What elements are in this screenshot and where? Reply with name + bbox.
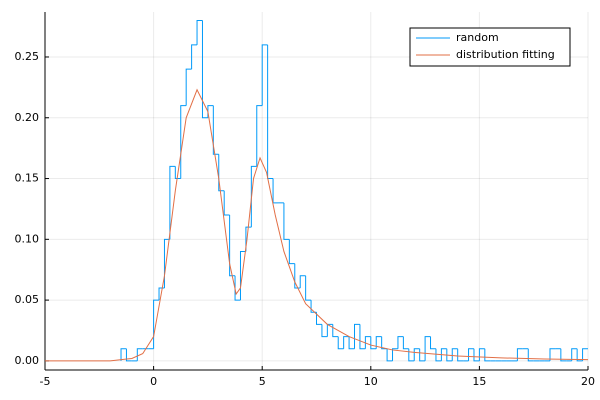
histogram-step xyxy=(250,165,257,228)
histogram-step xyxy=(299,275,306,288)
histogram-step xyxy=(397,336,404,349)
histogram-step xyxy=(430,336,436,350)
histogram-step xyxy=(457,348,464,362)
histogram-step xyxy=(174,166,181,180)
histogram-step xyxy=(321,324,328,338)
histogram-step xyxy=(484,348,491,362)
histogram-step xyxy=(359,324,366,350)
histogram-step xyxy=(343,336,350,349)
histogram-step xyxy=(120,348,127,361)
histogram-step xyxy=(549,348,556,361)
histogram-step xyxy=(153,299,160,349)
x-tick-label: 0 xyxy=(150,375,157,388)
histogram-step xyxy=(402,336,409,350)
y-tick-label: 0.10 xyxy=(15,232,40,245)
histogram-step xyxy=(136,348,143,361)
histogram-step xyxy=(424,336,431,361)
x-tick-label: 15 xyxy=(472,375,486,388)
legend-label: random xyxy=(456,31,499,44)
histogram-step xyxy=(392,348,398,361)
histogram-step xyxy=(229,215,236,277)
y-tick-label: 0.20 xyxy=(15,111,40,124)
histogram-step xyxy=(408,348,415,362)
histogram-step xyxy=(354,323,360,349)
histogram-step xyxy=(332,324,339,338)
histogram-step xyxy=(180,105,187,179)
histogram-step xyxy=(283,202,290,240)
fit-line xyxy=(45,88,589,362)
x-tick-label: 20 xyxy=(581,375,595,388)
histogram-step xyxy=(473,348,480,362)
histogram-step xyxy=(468,348,474,361)
histogram-step xyxy=(560,348,567,362)
histogram-step xyxy=(527,348,534,362)
histogram-step xyxy=(435,348,442,362)
histogram-step xyxy=(163,238,170,288)
histogram-step xyxy=(576,348,583,362)
x-tick-label: 10 xyxy=(364,375,378,388)
histogram-step xyxy=(288,239,295,265)
histogram-step xyxy=(370,336,377,350)
histogram-step xyxy=(364,336,371,349)
histogram-step xyxy=(185,68,192,106)
histogram-step xyxy=(451,348,458,361)
x-tick-label: -5 xyxy=(40,375,51,388)
histogram-step xyxy=(381,336,388,350)
histogram-step xyxy=(245,226,252,252)
histogram-step xyxy=(256,105,263,167)
histogram-step xyxy=(516,348,523,361)
histogram-step xyxy=(169,165,176,240)
histogram-step xyxy=(201,20,208,119)
histogram-step xyxy=(294,263,301,289)
histogram-step xyxy=(386,348,393,362)
y-tick-label: 0.00 xyxy=(15,354,40,367)
histogram-step xyxy=(348,336,355,350)
histogram-step xyxy=(261,44,268,106)
y-tick-label: 0.05 xyxy=(15,293,40,306)
histogram-step xyxy=(571,348,578,361)
histogram-step xyxy=(419,348,426,362)
histogram-step xyxy=(305,275,312,301)
histogram-step xyxy=(413,348,420,361)
histogram-step xyxy=(446,348,453,362)
histogram-step xyxy=(478,348,485,361)
histogram-step xyxy=(375,336,382,349)
histogram-step xyxy=(125,348,132,362)
y-tick-label: 0.15 xyxy=(15,172,40,185)
histogram-step xyxy=(239,250,246,301)
histogram-step xyxy=(223,190,230,216)
legend-label: distribution fitting xyxy=(456,48,555,61)
histogram-step xyxy=(212,105,219,155)
histogram-step xyxy=(267,44,274,180)
histogram-step xyxy=(316,312,322,325)
histogram-step xyxy=(196,20,203,45)
legend-box xyxy=(409,27,571,67)
histogram-step xyxy=(582,348,588,361)
histogram-step xyxy=(337,336,344,350)
x-tick-label: 5 xyxy=(259,375,266,388)
histogram-step xyxy=(191,44,198,70)
histogram-step xyxy=(440,348,447,361)
histogram-step xyxy=(218,154,225,192)
y-tick-label: 0.25 xyxy=(15,50,40,63)
histogram-step xyxy=(272,178,279,204)
histogram-step xyxy=(234,275,241,301)
histogram-step xyxy=(310,300,317,313)
